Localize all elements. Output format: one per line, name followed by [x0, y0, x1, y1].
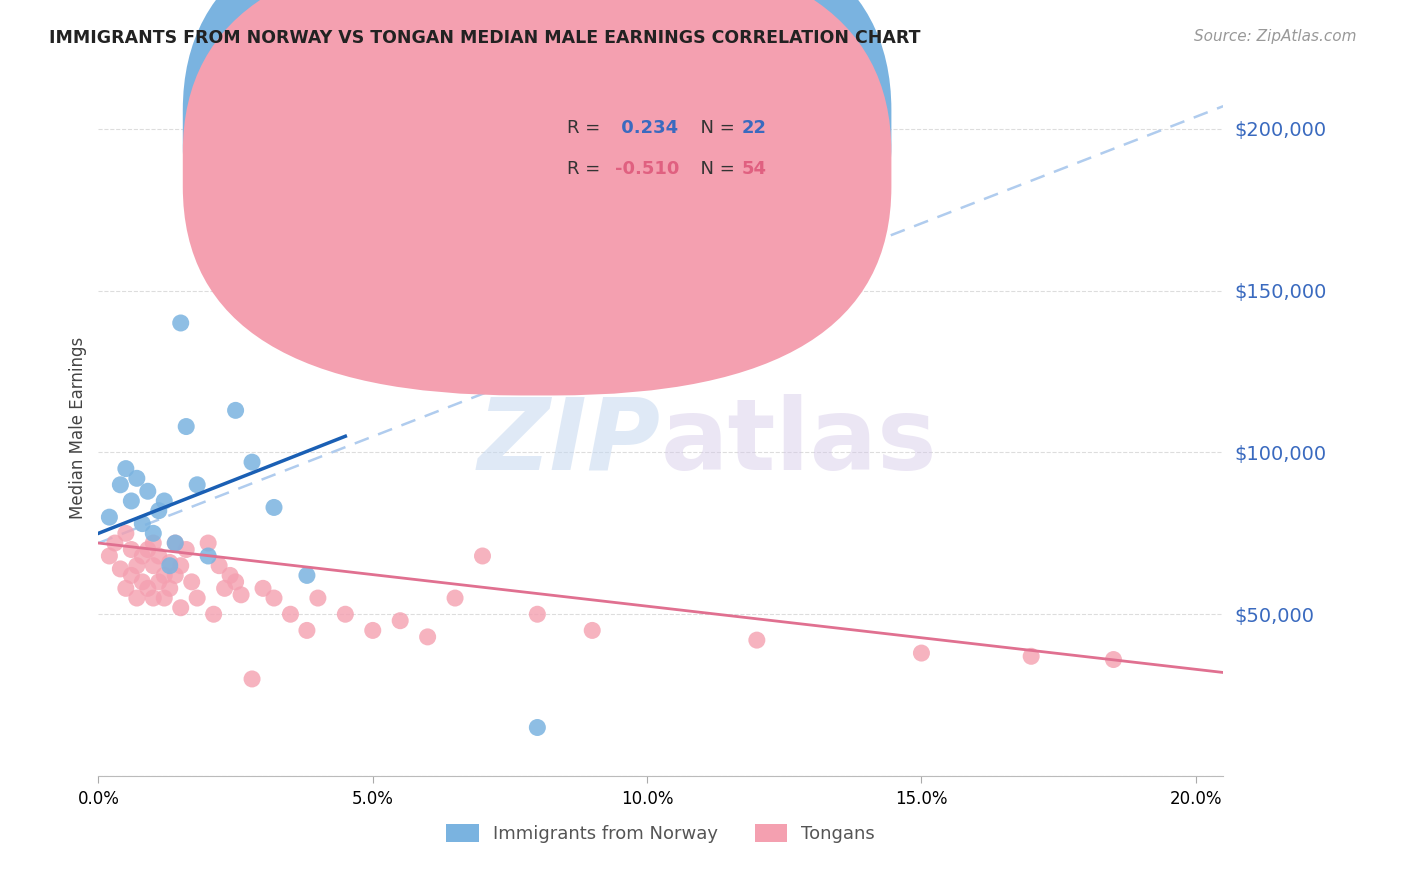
Point — [153, 568, 176, 582]
Y-axis label: Median Male Earnings: Median Male Earnings — [69, 337, 87, 519]
Point — [165, 536, 187, 550]
Point — [174, 542, 197, 557]
Text: R =: R = — [568, 119, 606, 136]
Text: Source: ZipAtlas.com: Source: ZipAtlas.com — [1194, 29, 1357, 44]
Point — [280, 607, 302, 622]
Point — [98, 549, 121, 563]
Point — [120, 494, 142, 508]
Text: -0.510: -0.510 — [614, 161, 679, 178]
Point — [131, 516, 153, 531]
Point — [361, 624, 384, 638]
Point — [208, 202, 231, 217]
FancyBboxPatch shape — [183, 0, 891, 354]
Point — [142, 558, 165, 573]
FancyBboxPatch shape — [183, 0, 891, 395]
Point — [148, 549, 170, 563]
Point — [335, 607, 357, 622]
Point — [104, 536, 127, 550]
Text: ZIP: ZIP — [478, 393, 661, 491]
Point — [745, 633, 768, 648]
Point — [170, 316, 193, 330]
Point — [131, 574, 153, 589]
Point — [471, 549, 494, 563]
Point — [307, 591, 329, 605]
Point — [1102, 652, 1125, 666]
Point — [202, 607, 225, 622]
Point — [98, 510, 121, 524]
Point — [416, 630, 439, 644]
Point — [125, 591, 148, 605]
Text: 0.234: 0.234 — [614, 119, 678, 136]
Point — [148, 504, 170, 518]
Point — [225, 574, 247, 589]
Point — [170, 600, 193, 615]
Text: atlas: atlas — [661, 393, 938, 491]
Point — [115, 526, 138, 541]
Point — [153, 494, 176, 508]
Point — [125, 471, 148, 485]
Point — [174, 419, 197, 434]
Point — [115, 582, 138, 596]
Point — [910, 646, 932, 660]
Point — [389, 614, 412, 628]
Point — [240, 672, 263, 686]
Point — [186, 477, 208, 491]
Point — [263, 591, 285, 605]
Point — [159, 558, 181, 573]
Point — [526, 607, 548, 622]
Point — [159, 556, 181, 570]
Point — [165, 536, 187, 550]
Point — [120, 542, 142, 557]
Point — [197, 549, 219, 563]
Point — [252, 582, 274, 596]
Point — [240, 455, 263, 469]
Point — [136, 542, 159, 557]
Point — [148, 574, 170, 589]
Point — [142, 526, 165, 541]
Text: N =: N = — [689, 161, 741, 178]
Point — [208, 558, 231, 573]
Point — [131, 549, 153, 563]
Point — [110, 477, 132, 491]
Point — [295, 568, 318, 582]
Text: N =: N = — [689, 119, 741, 136]
Text: IMMIGRANTS FROM NORWAY VS TONGAN MEDIAN MALE EARNINGS CORRELATION CHART: IMMIGRANTS FROM NORWAY VS TONGAN MEDIAN … — [49, 29, 921, 46]
Point — [136, 582, 159, 596]
Point — [526, 721, 548, 735]
Point — [197, 536, 219, 550]
Point — [115, 461, 138, 475]
Point — [110, 562, 132, 576]
Point — [295, 624, 318, 638]
Point — [263, 500, 285, 515]
Point — [136, 484, 159, 499]
Point — [444, 591, 467, 605]
Point — [120, 568, 142, 582]
Point — [165, 568, 187, 582]
Point — [153, 591, 176, 605]
Point — [581, 624, 603, 638]
Legend: Immigrants from Norway, Tongans: Immigrants from Norway, Tongans — [439, 817, 883, 850]
Point — [142, 591, 165, 605]
Text: 22: 22 — [742, 119, 766, 136]
Text: R =: R = — [568, 161, 606, 178]
Point — [229, 588, 252, 602]
Point — [1019, 649, 1042, 664]
Point — [125, 558, 148, 573]
Point — [219, 568, 242, 582]
Point — [142, 536, 165, 550]
Point — [225, 403, 247, 417]
Point — [186, 591, 208, 605]
Point — [180, 574, 202, 589]
Text: 54: 54 — [742, 161, 766, 178]
Point — [159, 582, 181, 596]
Point — [170, 558, 193, 573]
Point — [214, 582, 236, 596]
FancyBboxPatch shape — [492, 95, 807, 205]
